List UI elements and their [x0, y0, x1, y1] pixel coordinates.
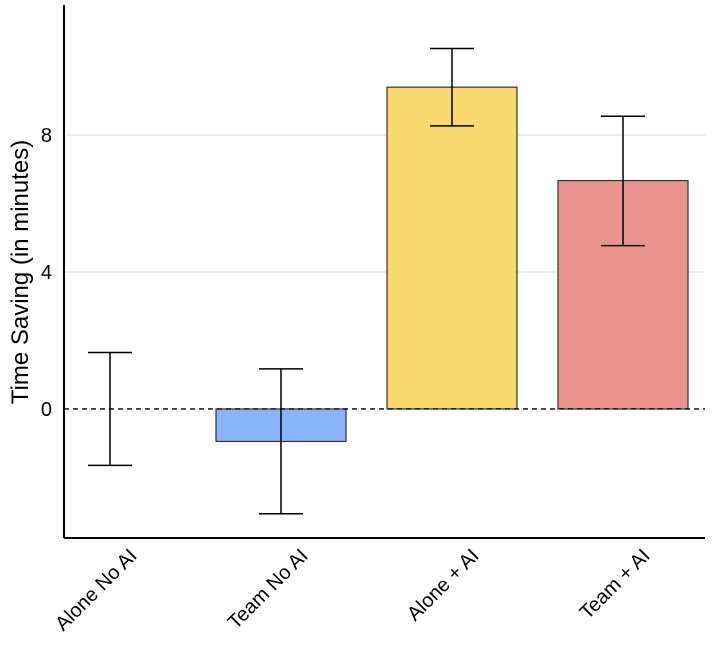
x-tick-label: Alone + AI [403, 545, 483, 625]
y-tick-labels: 0 4 8 [41, 125, 52, 421]
y-axis-label: Time Saving (in minutes) [7, 140, 34, 405]
y-tick-label: 4 [41, 262, 52, 284]
error-bar [601, 115, 645, 247]
y-tick-label: 0 [41, 399, 52, 421]
error-bars [88, 47, 645, 515]
x-tick-labels: Alone No AI Team No AI Alone + AI Team + AI [51, 545, 654, 635]
x-tick-label: Team No AI [224, 545, 313, 634]
bar-alone-ai [386, 86, 518, 410]
x-tick-label: Team + AI [576, 545, 655, 624]
x-tick-label: Alone No AI [51, 545, 141, 635]
error-bar [430, 47, 474, 127]
error-bar [259, 368, 303, 515]
bars [215, 86, 689, 443]
y-tick-label: 8 [41, 125, 52, 147]
error-bar [88, 351, 132, 467]
